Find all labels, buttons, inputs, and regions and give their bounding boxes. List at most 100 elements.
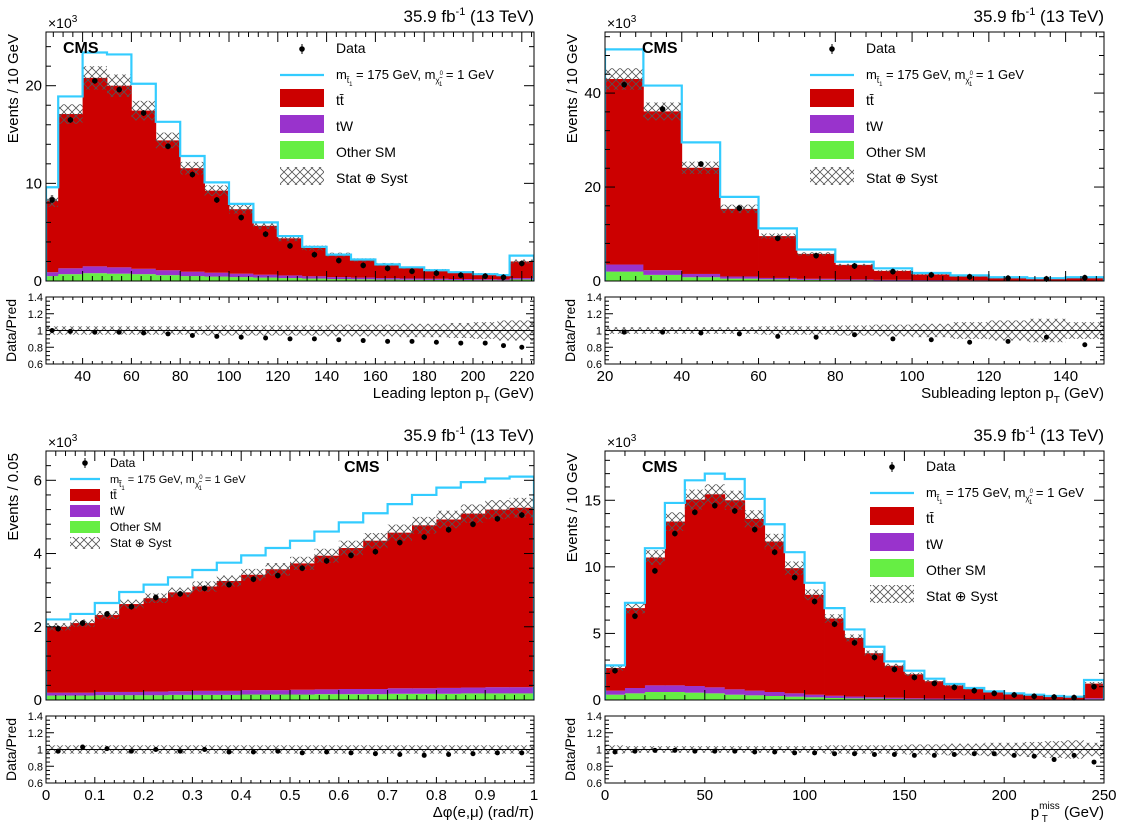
bar-other-sm — [302, 278, 327, 281]
bar-tw — [904, 698, 925, 700]
bar-tw — [168, 691, 193, 695]
data-point — [774, 235, 781, 242]
bar-tw — [864, 697, 885, 699]
bar-tw — [804, 694, 825, 698]
ratio-point — [621, 329, 627, 335]
data-point — [140, 110, 147, 116]
ratio-point — [287, 336, 293, 342]
data-point — [621, 81, 627, 88]
x-tick-label: 0.7 — [377, 787, 398, 804]
ratio-y-tick-label: 0.8 — [28, 761, 43, 773]
bar-other-sm — [180, 276, 205, 281]
band-stat-syst — [460, 504, 486, 523]
legend-band-swatch — [810, 167, 854, 185]
ratio-y-tick-label: 0.8 — [587, 761, 602, 773]
y-exponent: ×103 — [607, 14, 637, 31]
bar-tw — [253, 274, 279, 278]
ratio-point — [1082, 342, 1088, 348]
band-stat-syst — [681, 161, 721, 174]
data-point — [519, 512, 525, 518]
bar-other-sm — [884, 698, 905, 700]
legend-ttbar-swatch — [810, 89, 854, 107]
legend-band-swatch — [280, 167, 324, 185]
ratio-point — [660, 329, 666, 335]
bar-other-sm — [155, 275, 181, 281]
bar-tw — [744, 690, 766, 696]
bar-ttbar — [436, 519, 462, 688]
data-point — [736, 205, 743, 211]
y-axis-label: Events / 0.05 — [5, 453, 22, 541]
data-point — [672, 530, 678, 537]
bar-ttbar — [744, 518, 766, 691]
bar-ttbar — [844, 637, 865, 697]
band-stat-syst — [904, 672, 925, 676]
x-tick-label: 250 — [1091, 787, 1116, 804]
bar-ttbar — [180, 168, 205, 272]
bar-tw — [143, 691, 169, 696]
panel-leading-lepton-pt: 0 10 20 40 60 80 100 120 140 160 180 200 220 Events /… — [3, 6, 535, 406]
ratio-point — [519, 750, 525, 756]
y-tick-label: 0 — [593, 692, 601, 709]
data-point — [891, 666, 898, 673]
bar-tw — [884, 697, 905, 699]
ratio-area — [605, 318, 1104, 348]
ratio-point — [470, 751, 476, 757]
data-point — [311, 251, 318, 258]
ratio-point — [165, 331, 171, 337]
bar-tw — [363, 689, 388, 695]
band-stat-syst — [229, 204, 254, 214]
legend-tw-swatch — [870, 533, 914, 551]
data-point — [519, 260, 525, 267]
bar-ttbar — [192, 586, 218, 691]
x-tick-label: 0.2 — [133, 787, 154, 804]
band-stat-syst — [436, 510, 461, 529]
legend-band-label: Stat ⊕ Syst — [336, 170, 408, 186]
y-tick-label: 0 — [34, 273, 42, 290]
ratio-point — [871, 752, 877, 758]
bar-tw — [82, 266, 108, 274]
legend-other-sm-swatch — [280, 141, 324, 159]
cms-label: CMS — [642, 459, 678, 476]
main-frame — [604, 450, 1105, 701]
ratio-y-axis-label: Data/Pred — [562, 299, 578, 362]
bar-other-sm — [804, 697, 825, 700]
panel-subleading-lepton-pt: 0 20 40 20 40 60 80 100 120 140 Events / 10 GeV ×10… — [562, 6, 1105, 406]
legend-data-label: Data — [110, 456, 136, 470]
legend-ttbar-label: tt̄ — [866, 92, 874, 108]
data-point — [731, 508, 738, 514]
bar-other-sm — [605, 694, 626, 700]
ratio-point — [372, 751, 378, 757]
x-tick-label: 0.9 — [475, 787, 496, 804]
legend-band-swatch — [870, 585, 914, 603]
ratio-point — [263, 335, 269, 341]
legend-ttbar-label: tt̄ — [926, 510, 934, 526]
ratio-point — [652, 747, 658, 753]
x-tick-label: 180 — [412, 368, 437, 385]
bar-tw — [424, 278, 449, 280]
data-point — [692, 509, 698, 516]
ratio-y-tick-label: 0.6 — [587, 778, 602, 790]
data-point — [79, 620, 86, 626]
ratio-point — [1043, 334, 1049, 340]
bar-tw — [643, 270, 683, 275]
data-point — [348, 552, 354, 559]
data-point — [1091, 683, 1097, 690]
ratio-point — [494, 750, 500, 756]
bar-tw — [758, 277, 798, 280]
ratio-point — [238, 334, 244, 340]
legend-band-label: Stat ⊕ Syst — [866, 170, 938, 186]
bar-tw — [375, 278, 401, 280]
band-stat-syst — [844, 634, 865, 642]
ratio-point — [433, 339, 439, 345]
bar-ttbar — [94, 615, 120, 692]
data-point — [851, 639, 858, 646]
data-point — [971, 687, 978, 694]
bar-other-sm — [509, 693, 534, 700]
y-tick-label: 15 — [584, 492, 601, 509]
bar-tw — [204, 272, 230, 277]
stack-area — [605, 472, 1104, 700]
band-stat-syst — [485, 500, 510, 520]
data-point — [397, 539, 403, 546]
bar-tw — [70, 692, 96, 696]
data-point — [851, 263, 858, 269]
